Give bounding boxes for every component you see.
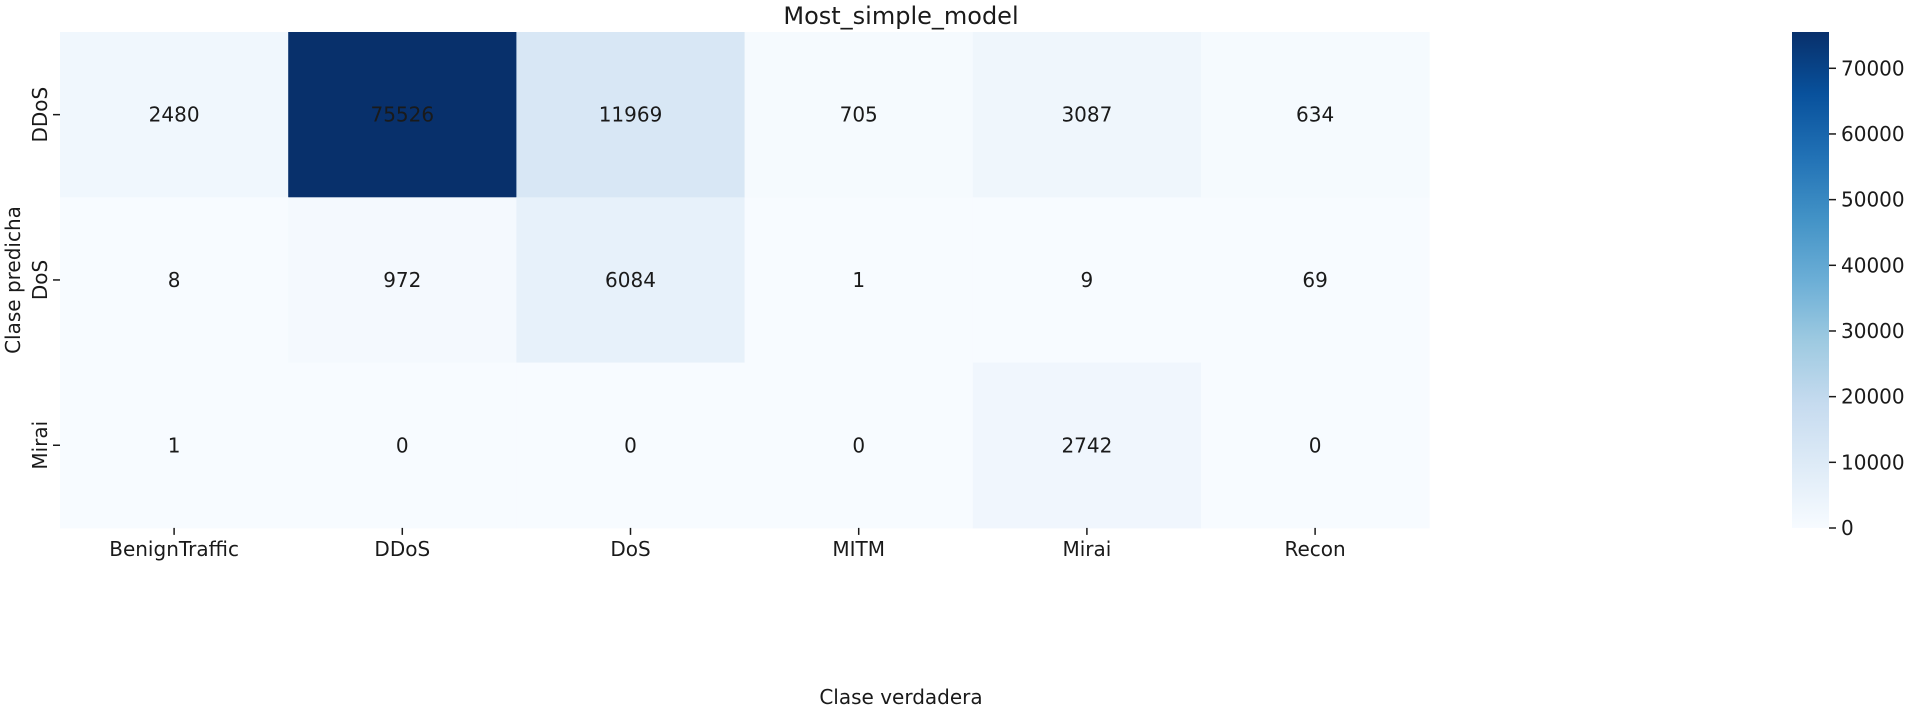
heatmap-cell: [516, 362, 746, 529]
colorbar-tick-label: 60000: [1841, 122, 1905, 146]
y-axis-label: Clase predicha: [1, 206, 25, 354]
cell-value-label: 972: [383, 268, 421, 292]
cell-value-label: 0: [852, 433, 865, 457]
x-tick-label: DoS: [610, 537, 650, 561]
heatmap-cell: [972, 32, 1202, 198]
x-tick-label: Recon: [1284, 537, 1345, 561]
y-tick-label: Mirai: [28, 421, 52, 470]
cell-value-label: 2742: [1061, 433, 1112, 457]
heatmap-cell: [744, 362, 974, 529]
heatmap-cell: [972, 197, 1202, 364]
y-tick-label: DDoS: [28, 87, 52, 143]
cell-value-label: 0: [1309, 433, 1322, 457]
colorbar-tick-label: 10000: [1841, 450, 1905, 474]
cell-value-label: 705: [840, 103, 878, 127]
cell-value-label: 6084: [605, 268, 656, 292]
heatmap-cell: [288, 362, 517, 529]
x-tick-label: Mirai: [1062, 537, 1111, 561]
heatmap-cell: [744, 32, 974, 198]
heatmap-cell: [972, 362, 1202, 529]
colorbar-tick-label: 30000: [1841, 319, 1905, 343]
cell-value-label: 9: [1081, 268, 1094, 292]
y-axis-ticks: DDoS DoS Mirai: [28, 87, 60, 470]
cell-value-label: 2480: [149, 103, 200, 127]
cell-value-label: 634: [1296, 103, 1334, 127]
x-axis-ticks: BenignTraffic DDoS DoS MITM Mirai Recon: [109, 527, 1346, 561]
cell-value-label: 1: [168, 433, 181, 457]
heatmap-cells: 2480 75526 11969 705 3087 634 8 972 6084 1 9 69 1 0 0 0…: [60, 32, 1430, 529]
heatmap-cell: [60, 197, 289, 364]
x-tick-label: BenignTraffic: [109, 537, 239, 561]
cell-value-label: 75526: [370, 103, 434, 127]
y-tick-label: DoS: [28, 260, 52, 300]
x-tick-label: MITM: [832, 537, 885, 561]
heatmap-cell: [744, 197, 974, 364]
heatmap-cell: [516, 197, 746, 364]
cell-value-label: 0: [624, 433, 637, 457]
heatmap-cell: [288, 197, 517, 364]
heatmap-cell: [60, 32, 289, 198]
heatmap-cell: [1201, 197, 1430, 364]
heatmap-cell: [1201, 362, 1430, 529]
colorbar-tick-label: 20000: [1841, 385, 1905, 409]
heatmap-cell: [516, 32, 746, 198]
heatmap-cell: [288, 32, 517, 198]
cell-value-label: 3087: [1061, 103, 1112, 127]
colorbar: [1792, 32, 1829, 528]
x-tick-label: DDoS: [374, 537, 430, 561]
x-axis-label: Clase verdadera: [819, 685, 982, 709]
chart-title: Most_simple_model: [783, 2, 1018, 30]
colorbar-tick-label: 0: [1841, 516, 1854, 540]
cell-value-label: 11969: [599, 103, 663, 127]
cell-value-label: 8: [168, 268, 181, 292]
colorbar-ticks: 0 10000 20000 30000 40000 50000 60000 70000: [1829, 56, 1905, 540]
heatmap-cell: [1201, 32, 1430, 198]
heatmap-cell: [60, 362, 289, 529]
colorbar-tick-label: 70000: [1841, 56, 1905, 80]
colorbar-tick-label: 50000: [1841, 188, 1905, 212]
cell-value-label: 0: [396, 433, 409, 457]
cell-value-label: 1: [852, 268, 865, 292]
cell-value-label: 69: [1302, 268, 1327, 292]
colorbar-tick-label: 40000: [1841, 253, 1905, 277]
